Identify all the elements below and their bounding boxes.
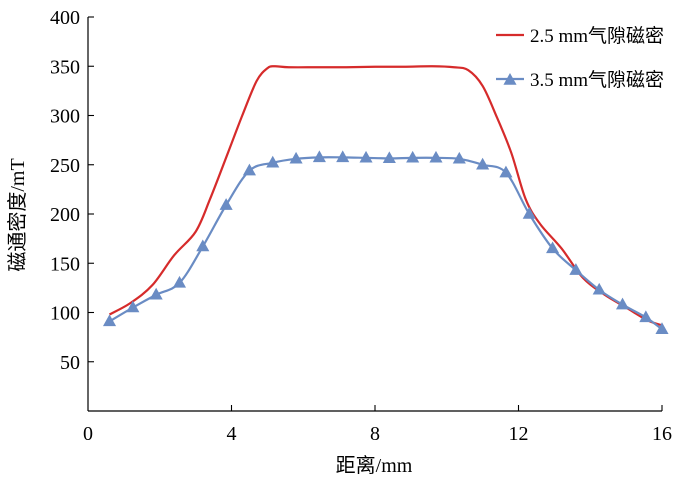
y-tick-label: 200 [50,204,80,226]
y-tick-label: 250 [50,155,80,177]
data-point-marker [429,150,443,163]
data-point-marker [655,322,669,334]
data-point-marker [196,239,210,252]
data-point-marker [592,282,606,295]
data-point-marker [336,150,350,163]
data-point-marker [546,241,560,254]
series-1 [108,65,663,327]
y-axis-ticks: 50 100 150 200 250 300 350 400 [50,7,94,374]
x-tick-label: 16 [652,423,672,445]
series-layer [102,65,669,334]
y-tick-label: 50 [60,352,80,374]
series-2 [102,150,669,334]
y-tick-label: 150 [50,253,80,275]
data-point-marker [639,310,653,323]
legend-label-series-2: 3.5 mm气隙磁密 [530,69,664,91]
data-point-marker [172,275,187,288]
legend-marker-series-2 [503,72,517,85]
data-point-marker [476,157,490,170]
data-point-marker [359,150,373,163]
legend-label-series-1: 2.5 mm气隙磁密 [530,25,664,47]
data-point-marker [289,151,303,164]
data-point-marker [266,155,280,168]
data-point-marker [406,150,420,163]
data-point-marker [102,314,117,327]
data-point-marker [499,165,513,178]
series-2-line [108,156,663,331]
y-tick-label: 350 [50,56,80,78]
data-point-marker [126,300,140,313]
x-tick-label: 0 [83,423,93,445]
data-point-marker [219,198,233,210]
data-point-marker [522,206,536,219]
legend: 2.5 mm气隙磁密 3.5 mm气隙磁密 [496,25,664,91]
y-tick-label: 400 [50,7,80,29]
y-tick-label: 100 [50,303,80,325]
x-tick-label: 12 [509,423,529,445]
data-point-marker [569,263,583,275]
data-point-marker [242,163,256,176]
series-1-line [108,65,663,327]
x-tick-label: 4 [227,423,237,445]
x-axis-label: 距离/mm [336,454,413,477]
data-point-marker [312,150,326,163]
y-axis-label: 磁通密度/mT [6,158,29,271]
data-point-marker [615,297,630,310]
x-axis-ticks: 0 4 8 12 16 [83,405,672,445]
data-point-marker [382,151,396,164]
y-tick-label: 300 [50,106,80,128]
x-tick-label: 8 [370,423,380,445]
data-point-marker [452,151,466,164]
data-point-marker [149,287,163,300]
